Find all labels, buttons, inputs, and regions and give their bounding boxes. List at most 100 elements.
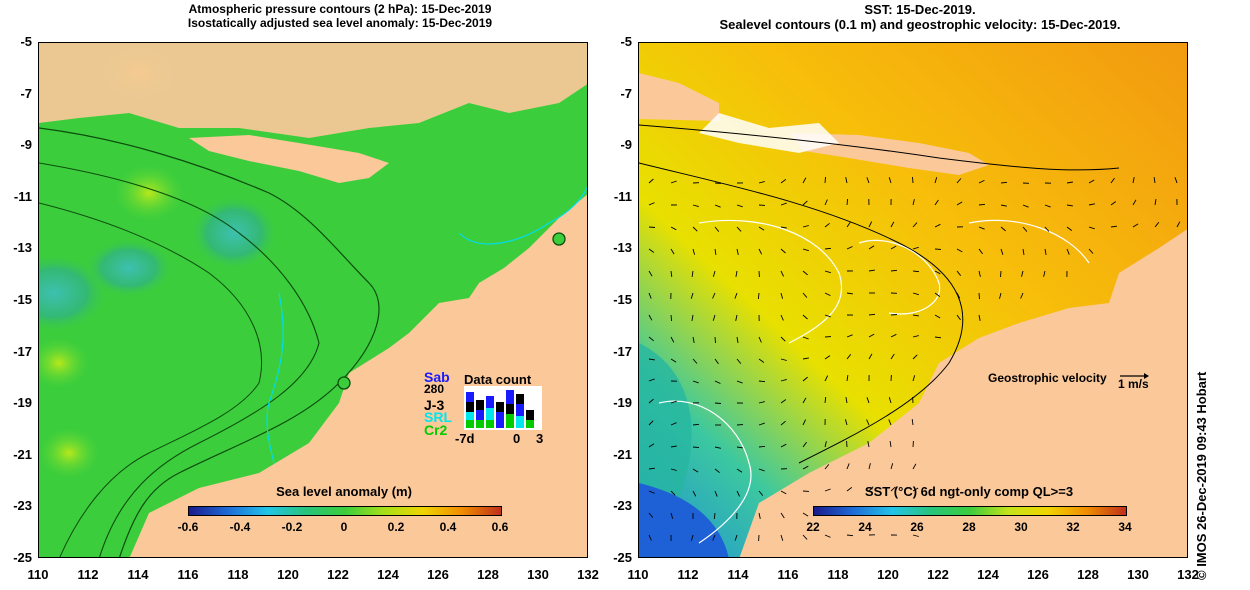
velocity-vector — [912, 222, 918, 228]
velocity-vector — [956, 178, 962, 184]
right-cbar-tick: 28 — [962, 520, 976, 534]
velocity-vector — [912, 176, 914, 184]
velocity-vector — [713, 512, 716, 520]
longitude-tick: 128 — [1077, 567, 1099, 582]
velocity-vector — [712, 270, 716, 277]
velocity-vector — [690, 534, 694, 541]
velocity-vector — [824, 314, 831, 318]
velocity-vector — [736, 248, 739, 255]
right-title-line1: SST: 15-Dec-2019. — [864, 2, 976, 17]
velocity-vector — [802, 441, 807, 448]
velocity-vector — [978, 226, 985, 230]
velocity-vector — [824, 247, 832, 250]
velocity-vector — [889, 441, 892, 448]
velocity-vector — [888, 419, 892, 426]
anomaly-high-3 — [39, 428, 99, 478]
latitude-tick: -9 — [20, 137, 32, 153]
longitude-tick: 118 — [827, 567, 849, 582]
velocity-vector — [757, 292, 760, 300]
velocity-vector — [1066, 204, 1073, 207]
velocity-vector — [780, 202, 787, 206]
velocity-vector — [866, 177, 870, 184]
longitude-tick: 116 — [177, 567, 199, 582]
longitude-tick: 126 — [1027, 567, 1049, 582]
velocity-vector — [670, 358, 677, 363]
velocity-vector — [670, 180, 677, 184]
velocity-vector — [648, 378, 655, 382]
velocity-vector — [912, 335, 919, 338]
velocity-vector — [824, 441, 827, 448]
velocity-vector — [692, 423, 700, 426]
velocity-vector — [670, 468, 677, 471]
longitude-tick: 124 — [377, 567, 399, 582]
histogram-bar — [466, 420, 474, 428]
velocity-vector — [714, 248, 717, 255]
velocity-vector — [1132, 177, 1135, 184]
velocity-vector — [1174, 177, 1178, 184]
land-timor — [189, 135, 389, 183]
velocity-vector — [1000, 181, 1008, 184]
velocity-vector — [648, 358, 655, 361]
velocity-vector — [1110, 201, 1117, 206]
velocity-vector — [648, 314, 653, 321]
histogram-bar — [516, 394, 524, 404]
velocity-vector — [735, 314, 738, 321]
left-title-line1: Atmospheric pressure contours (2 hPa): 1… — [188, 2, 492, 16]
velocity-vector — [714, 226, 720, 232]
velocity-vector — [712, 292, 716, 299]
velocity-vector — [1154, 222, 1160, 228]
velocity-vector — [802, 336, 809, 340]
velocity-vector — [758, 226, 765, 231]
velocity-vector — [714, 380, 721, 384]
histogram-bar — [506, 404, 514, 414]
latitude-tick: -7 — [620, 85, 632, 101]
velocity-vector — [1066, 181, 1073, 184]
velocity-vector — [956, 292, 961, 299]
right-cbar-tick: 32 — [1066, 520, 1080, 534]
velocity-vector — [1088, 179, 1095, 184]
longitude-tick: 132 — [1177, 567, 1199, 582]
velocity-vector — [890, 333, 897, 338]
velocity-vector — [956, 248, 963, 253]
left-cbar-tick: -0.4 — [229, 520, 251, 534]
left-colorbar — [188, 506, 502, 516]
histogram-bar — [516, 404, 524, 416]
velocity-vector — [846, 198, 849, 206]
data-count-axis-zero: 0 — [513, 431, 521, 446]
left-map-title: Atmospheric pressure contours (2 hPa): 1… — [60, 2, 620, 30]
velocity-vector — [1022, 248, 1025, 255]
velocity-vector — [1000, 248, 1004, 255]
velocity-vector — [867, 441, 870, 448]
latitude-tick: -19 — [613, 395, 632, 411]
anomaly-low-2 — [189, 195, 279, 271]
latitude-tick: -19 — [13, 395, 32, 411]
velocity-vector — [824, 199, 828, 206]
velocity-vector — [736, 490, 741, 497]
sea-level-contour-5 — [968, 219, 1090, 264]
right-cbar-tick: 26 — [910, 520, 924, 534]
velocity-vector — [1044, 226, 1050, 232]
velocity-vector — [802, 465, 809, 470]
left-cbar-tick: -0.2 — [281, 520, 303, 534]
velocity-vector — [824, 176, 826, 184]
velocity-vector — [846, 334, 853, 338]
velocity-vector — [736, 204, 743, 208]
velocity-vector — [978, 292, 980, 300]
velocity-vector — [780, 378, 787, 382]
right-colorbar — [813, 506, 1127, 516]
velocity-vector — [692, 446, 700, 449]
velocity-vector — [844, 419, 848, 426]
velocity-vector — [824, 396, 827, 404]
velocity-vector — [780, 336, 786, 342]
legend-sab: Sab — [424, 369, 450, 385]
velocity-vector — [1110, 225, 1118, 228]
velocity-legend-label: Geostrophic velocity — [988, 371, 1107, 385]
histogram-bar — [476, 410, 484, 420]
velocity-vector — [1020, 292, 1024, 299]
velocity-vector — [846, 534, 854, 537]
velocity-vector — [912, 463, 917, 470]
velocity-vector — [868, 313, 876, 316]
land-java — [639, 73, 719, 121]
sea-level-anomaly-map — [38, 42, 588, 558]
longitude-tick: 110 — [627, 567, 649, 582]
